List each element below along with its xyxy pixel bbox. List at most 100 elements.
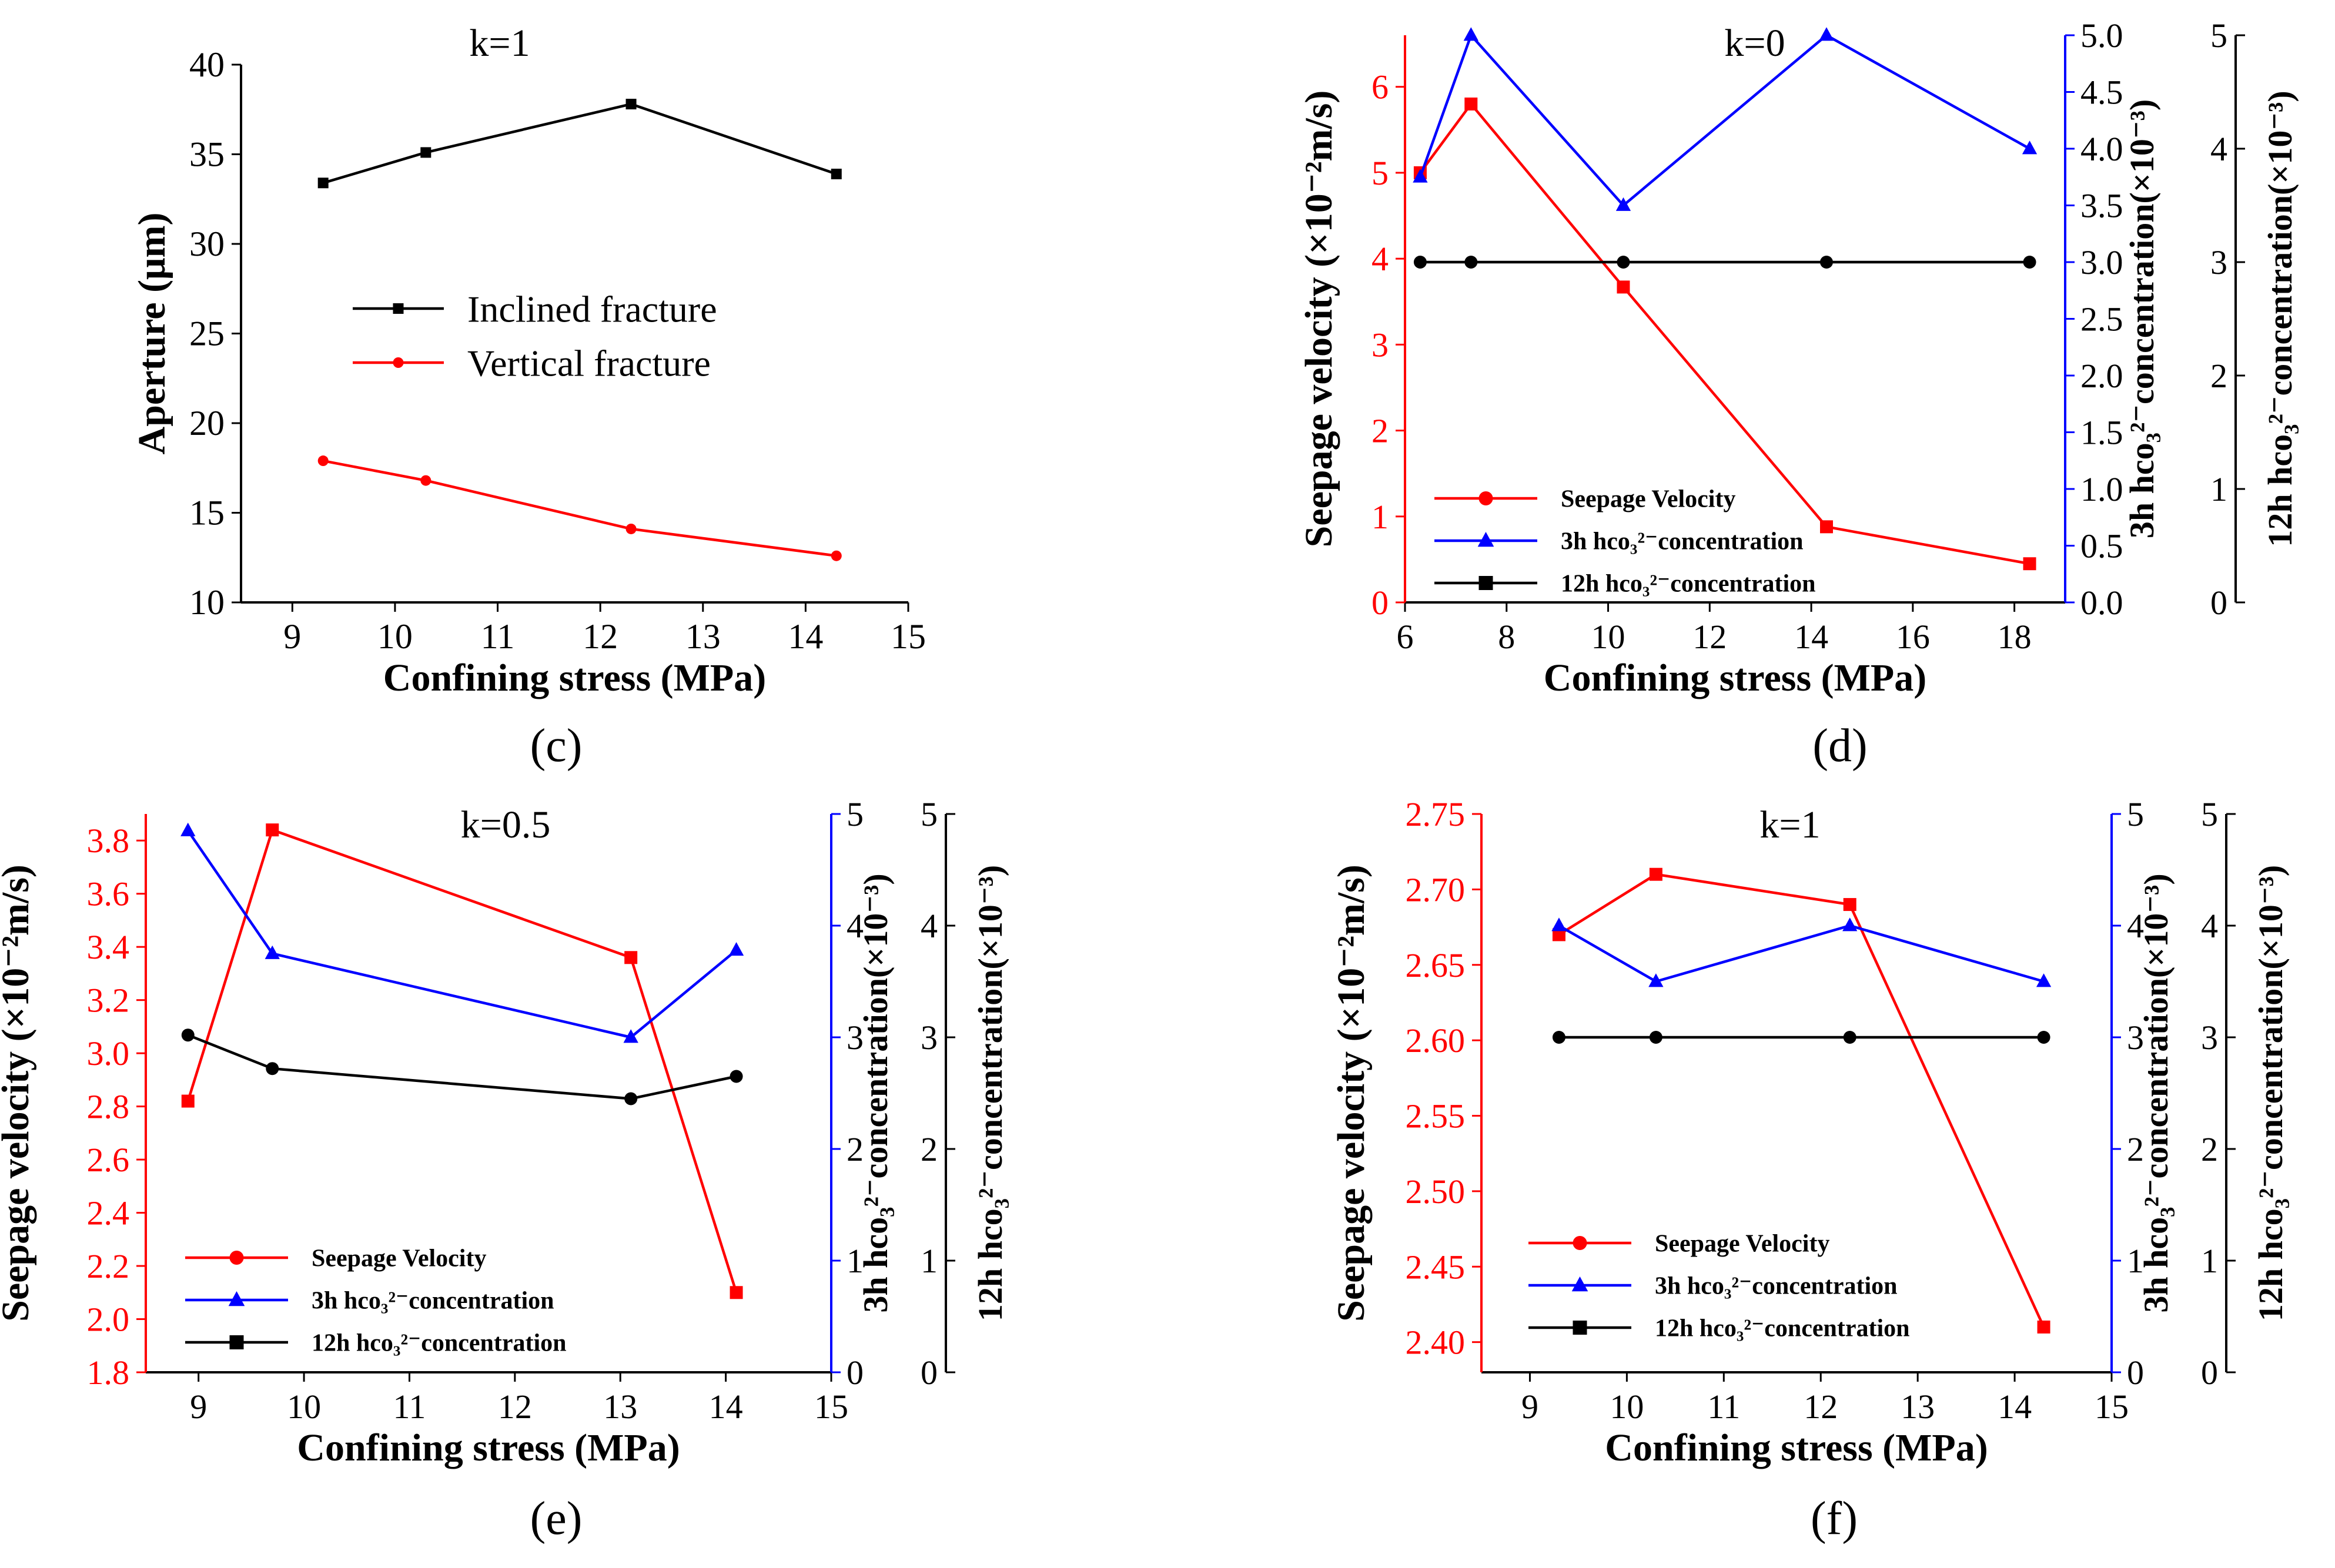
- series-line-2: [187, 1034, 737, 1100]
- y2-tick-label: 2: [2127, 1130, 2144, 1168]
- x-tick-label: 14: [788, 617, 823, 656]
- legend-label: 12h hco₃²⁻concentration: [1655, 1315, 1910, 1342]
- panel-label: (c): [530, 720, 583, 772]
- x-tick-label: 11: [481, 617, 515, 656]
- y2-tick-label: 0.5: [2080, 527, 2123, 565]
- y-tick-label: 3.8: [87, 822, 130, 860]
- legend-marker: [1478, 576, 1493, 590]
- y-tick-label: 35: [189, 135, 225, 174]
- y2-tick-label: 2: [847, 1130, 864, 1168]
- y-tick-label: 1.8: [87, 1353, 130, 1392]
- data-point: [181, 1028, 195, 1042]
- legend-marker: [229, 1251, 244, 1265]
- y-tick-label: 2.55: [1406, 1097, 1466, 1135]
- y3-tick-label: 2: [2201, 1130, 2218, 1168]
- y3-axis-title: 12h hco₃²⁻concentration(×10⁻³): [2252, 865, 2290, 1321]
- y3-tick-label: 1: [2210, 470, 2227, 508]
- y2-tick-label: 3.0: [2080, 243, 2123, 282]
- data-point: [1552, 928, 1565, 942]
- y-tick-label: 4: [1371, 240, 1389, 278]
- data-point: [1552, 1031, 1565, 1044]
- y2-tick-label: 2.5: [2080, 300, 2123, 339]
- series-line-0: [1558, 873, 2045, 1328]
- y2-tick-label: 3: [847, 1018, 864, 1057]
- y-axis-title: Seepage velocity (×10⁻²m/s): [0, 865, 37, 1322]
- y-tick-label: 2.65: [1406, 946, 1466, 984]
- y3-tick-label: 5: [2210, 16, 2227, 55]
- data-point: [317, 177, 329, 189]
- y2-tick-label: 4: [2127, 907, 2144, 945]
- y3-tick-label: 3: [921, 1018, 938, 1057]
- y3-tick-label: 4: [921, 907, 938, 945]
- x-axis-title: Confining stress (MPa): [1544, 656, 1926, 699]
- y-tick-label: 2.40: [1406, 1324, 1466, 1362]
- data-point: [1843, 1031, 1856, 1044]
- data-point: [2022, 140, 2038, 155]
- legend-marker: [1571, 1276, 1588, 1292]
- legend-marker: [393, 357, 404, 368]
- x-tick-label: 13: [685, 617, 721, 656]
- y3-tick-label: 4: [2201, 907, 2218, 945]
- legend: Inclined fracture Vertical fracture: [353, 288, 717, 384]
- legend-label: 12h hco₃²⁻concentration: [312, 1330, 567, 1357]
- y3-axis-title: 12h hco₃²⁻concentration(×10⁻³): [971, 865, 1009, 1321]
- data-point: [730, 1070, 743, 1083]
- y-tick-label: 2.45: [1406, 1248, 1466, 1286]
- y3-tick-label: 0: [2210, 584, 2227, 622]
- series-line-0: [323, 102, 837, 185]
- y-tick-label: 3: [1371, 326, 1389, 364]
- y3-tick-label: 0: [2201, 1353, 2218, 1392]
- y3-tick-label: 5: [2201, 795, 2218, 833]
- y-tick-label: 2.75: [1406, 795, 1466, 833]
- data-point: [624, 1092, 638, 1105]
- series-line-1: [323, 459, 837, 557]
- y2-axis-title: 3h hco₃²⁻concentration(×10⁻³): [2123, 99, 2161, 538]
- y-axis-title: Seepage velocity (×10⁻²m/s): [1297, 91, 1340, 548]
- y3-tick-label: 2: [2210, 357, 2227, 395]
- legend-label: Seepage Velocity: [1655, 1231, 1829, 1258]
- x-tick-label: 16: [1896, 618, 1930, 656]
- y-tick-label: 20: [189, 404, 225, 443]
- y-tick-label: 2.60: [1406, 1021, 1466, 1060]
- chart-title: k=0.5: [461, 803, 551, 846]
- x-tick-label: 9: [1521, 1388, 1538, 1426]
- data-point: [730, 1286, 743, 1299]
- series-line-0: [186, 828, 738, 1293]
- data-point: [625, 99, 637, 110]
- panel-label: (e): [530, 1493, 583, 1544]
- data-point: [180, 822, 196, 836]
- y2-tick-label: 3: [2127, 1018, 2144, 1057]
- x-tick-label: 10: [1610, 1388, 1644, 1426]
- y2-tick-label: 1: [847, 1242, 864, 1280]
- y-axis-title: Aperture (μm): [131, 213, 173, 455]
- data-point: [624, 951, 638, 964]
- y2-tick-label: 4: [847, 907, 864, 945]
- data-point: [1649, 867, 1662, 881]
- x-tick-label: 13: [1901, 1388, 1935, 1426]
- y3-tick-label: 1: [2201, 1242, 2218, 1280]
- y-tick-label: 2.4: [87, 1194, 130, 1232]
- data-point: [1551, 917, 1567, 932]
- data-point: [181, 1094, 195, 1108]
- data-point: [1842, 917, 1858, 932]
- y2-tick-label: 5: [847, 795, 864, 833]
- data-point: [266, 823, 279, 837]
- y3-tick-label: 1: [921, 1242, 938, 1280]
- data-point: [1819, 520, 1833, 534]
- data-point: [2023, 557, 2036, 571]
- y-tick-label: 3.6: [87, 875, 130, 913]
- x-tick-label: 8: [1498, 618, 1515, 656]
- x-tick-label: 12: [1692, 618, 1727, 656]
- panel-label: (d): [1812, 720, 1867, 772]
- y-tick-label: 25: [189, 314, 225, 353]
- legend-label: 12h hco₃²⁻concentration: [1561, 571, 1816, 598]
- y-tick-label: 3.0: [87, 1034, 130, 1073]
- x-tick-label: 12: [1804, 1388, 1838, 1426]
- y-tick-label: 2.8: [87, 1088, 130, 1126]
- legend: Seepage Velocity 3h hco₃²⁻concentration 12…: [185, 1245, 567, 1357]
- data-point: [1819, 27, 1834, 41]
- y-tick-label: 2.0: [87, 1301, 130, 1339]
- series-line-1: [186, 830, 737, 1039]
- data-point: [625, 523, 637, 534]
